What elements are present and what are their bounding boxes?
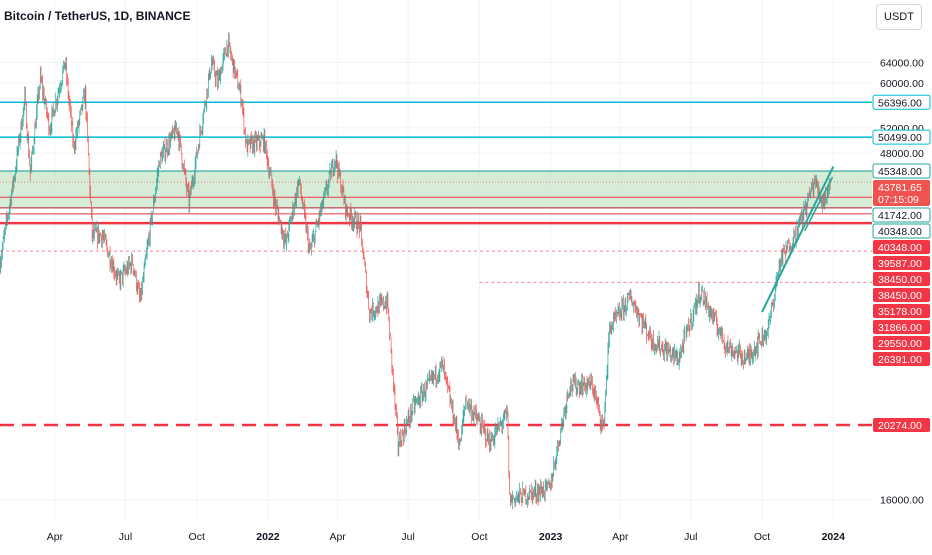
price-level-label: 35178.00 bbox=[878, 306, 922, 318]
price-level-tag bbox=[873, 352, 930, 367]
time-axis[interactable] bbox=[0, 520, 872, 550]
y-tick-label: 64000.00 bbox=[880, 57, 924, 69]
chart-title: Bitcoin / TetherUS, 1D, BINANCE bbox=[4, 9, 191, 23]
x-tick-label: Jul bbox=[684, 531, 697, 543]
x-tick-label: Apr bbox=[612, 531, 629, 543]
price-level-label: 38450.00 bbox=[878, 274, 922, 286]
y-tick-label: 48000.00 bbox=[880, 148, 924, 160]
x-tick-label: Apr bbox=[47, 531, 64, 543]
support-zone bbox=[0, 171, 872, 208]
price-level-tag bbox=[873, 272, 930, 287]
x-tick-label: Oct bbox=[189, 531, 205, 543]
price-level-label: 26391.00 bbox=[878, 354, 922, 366]
price-level-label: 39587.00 bbox=[878, 258, 922, 270]
price-level-label: 20274.00 bbox=[878, 420, 922, 432]
price-level-label: 40348.00 bbox=[878, 242, 922, 254]
x-tick-label: Jul bbox=[119, 531, 132, 543]
trendline bbox=[761, 166, 835, 313]
price-level-label: 38450.00 bbox=[878, 290, 922, 302]
price-level-tag bbox=[872, 94, 931, 110]
x-tick-label: Oct bbox=[471, 531, 487, 543]
price-level-tag bbox=[873, 417, 930, 432]
price-level-tag bbox=[873, 180, 930, 207]
x-tick-label: Oct bbox=[754, 531, 770, 543]
price-level-tag bbox=[873, 288, 930, 303]
price-level-tag bbox=[873, 304, 930, 319]
price-level-tag bbox=[872, 223, 931, 239]
price-level-label: 29550.00 bbox=[878, 338, 922, 350]
y-tick-label: 16000.00 bbox=[880, 495, 924, 507]
price-level-label: 45348.00 bbox=[878, 166, 922, 178]
x-tick-label: Apr bbox=[329, 531, 346, 543]
x-tick-label: 2022 bbox=[256, 531, 280, 543]
trendline-inner bbox=[803, 176, 834, 232]
price-level-tag bbox=[873, 256, 930, 271]
price-level-tag bbox=[873, 336, 930, 351]
price-level-label: 56396.00 bbox=[878, 97, 922, 109]
price-level-label: 50499.00 bbox=[878, 132, 922, 144]
price-level-label: 31866.00 bbox=[878, 322, 922, 334]
x-tick-label: 2023 bbox=[539, 531, 563, 543]
x-tick-label: 2024 bbox=[822, 531, 846, 543]
y-tick-label: 60000.00 bbox=[880, 78, 924, 90]
price-level-tag bbox=[872, 163, 931, 179]
currency-button[interactable]: USDT bbox=[876, 4, 922, 30]
price-level-tag bbox=[872, 129, 931, 145]
price-level-label: 41742.00 bbox=[878, 210, 922, 222]
price-level-tag bbox=[873, 320, 930, 335]
price-level-label: 43781.65 bbox=[878, 182, 922, 194]
price-level-tag bbox=[873, 240, 930, 255]
countdown-label: 07:15:09 bbox=[878, 194, 919, 206]
x-tick-label: Jul bbox=[401, 531, 414, 543]
price-level-tag bbox=[872, 207, 931, 223]
price-level-label: 40348.00 bbox=[878, 226, 922, 238]
